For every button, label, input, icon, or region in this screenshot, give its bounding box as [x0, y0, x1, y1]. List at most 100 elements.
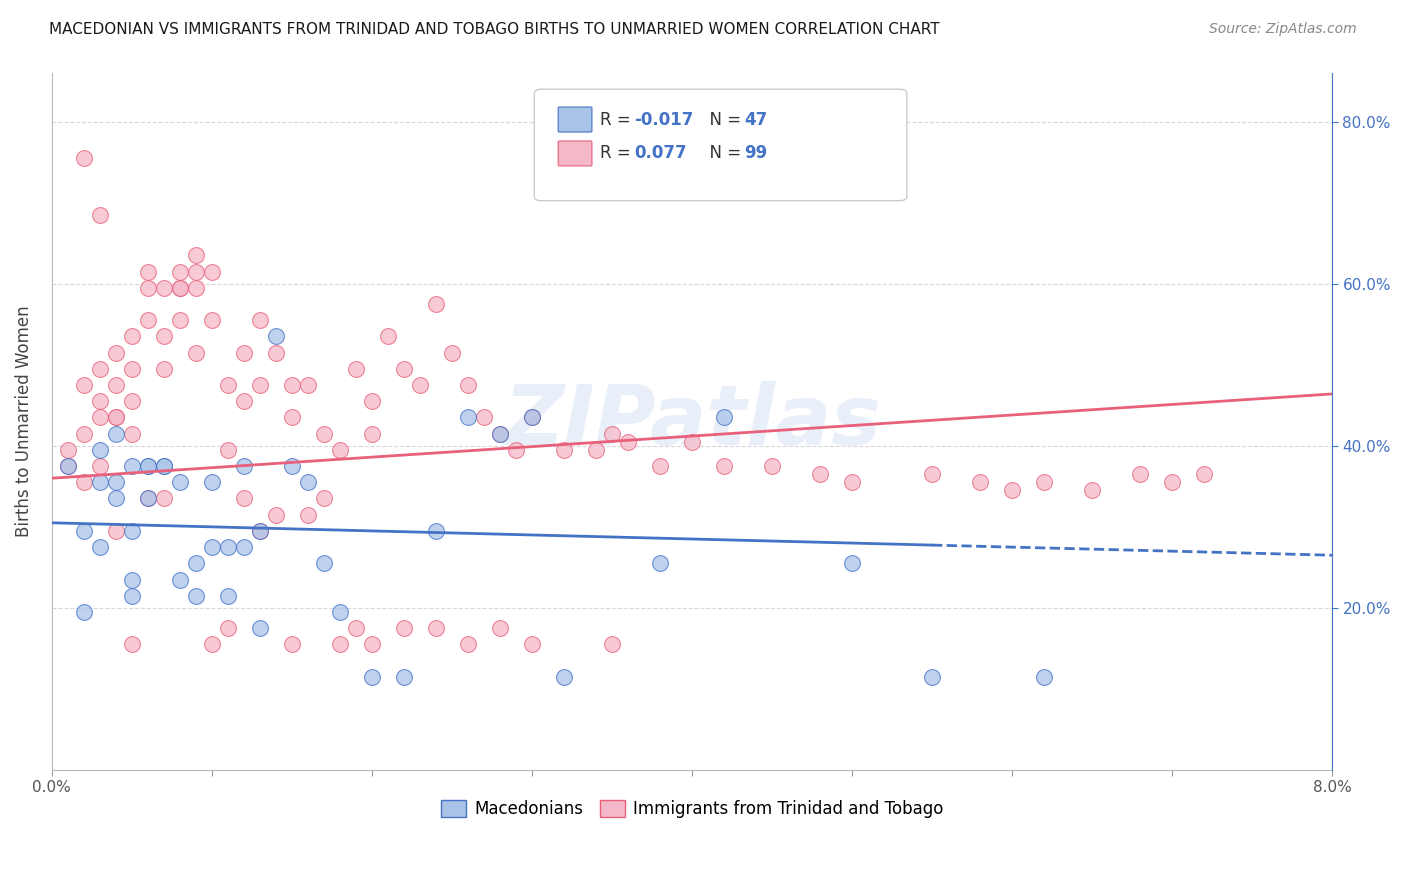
Point	[56, 458, 79, 473]
Point	[184, 345, 207, 359]
Point	[184, 248, 207, 262]
Point	[232, 458, 254, 473]
Point	[184, 589, 207, 603]
Point	[232, 394, 254, 409]
Point	[281, 378, 304, 392]
Point	[1081, 483, 1104, 498]
Point	[89, 540, 111, 554]
Point	[808, 467, 831, 482]
Point	[425, 297, 447, 311]
Point	[297, 378, 319, 392]
Point	[281, 637, 304, 651]
Point	[73, 426, 96, 441]
Point	[136, 491, 159, 506]
Point	[249, 313, 271, 327]
Point	[104, 491, 127, 506]
Point	[169, 281, 191, 295]
Point	[73, 151, 96, 165]
Point	[89, 361, 111, 376]
Point	[520, 637, 543, 651]
Point	[121, 589, 143, 603]
Point	[121, 361, 143, 376]
Point	[617, 434, 640, 449]
Text: 47: 47	[744, 112, 768, 129]
Point	[104, 410, 127, 425]
Point	[104, 378, 127, 392]
Point	[713, 410, 735, 425]
Point	[841, 557, 863, 571]
Point	[217, 378, 239, 392]
Point	[152, 458, 174, 473]
Text: R =: R =	[600, 112, 637, 129]
Point	[489, 426, 512, 441]
Point	[648, 458, 671, 473]
Point	[425, 524, 447, 538]
Point	[104, 524, 127, 538]
Point	[121, 524, 143, 538]
Point	[344, 361, 367, 376]
Point	[457, 378, 479, 392]
Point	[520, 410, 543, 425]
Point	[169, 264, 191, 278]
Point	[1161, 475, 1184, 490]
Point	[1129, 467, 1152, 482]
Y-axis label: Births to Unmarried Women: Births to Unmarried Women	[15, 306, 32, 537]
Point	[440, 345, 463, 359]
Point	[1033, 670, 1056, 684]
Point	[392, 621, 415, 635]
Point	[121, 573, 143, 587]
Point	[121, 458, 143, 473]
Point	[217, 589, 239, 603]
Point	[217, 540, 239, 554]
Point	[681, 434, 703, 449]
Point	[1001, 483, 1024, 498]
Point	[297, 475, 319, 490]
Point	[136, 491, 159, 506]
Point	[921, 467, 943, 482]
Point	[201, 637, 224, 651]
Point	[553, 442, 575, 457]
Point	[184, 264, 207, 278]
Point	[553, 670, 575, 684]
Point	[281, 410, 304, 425]
Point	[409, 378, 432, 392]
Point	[56, 458, 79, 473]
Text: ZIPatlas: ZIPatlas	[503, 381, 880, 462]
Point	[249, 524, 271, 538]
Point	[104, 475, 127, 490]
Point	[136, 281, 159, 295]
Point	[489, 621, 512, 635]
Point	[73, 378, 96, 392]
Point	[184, 557, 207, 571]
Point	[121, 426, 143, 441]
Point	[329, 605, 352, 619]
Point	[249, 524, 271, 538]
Text: -0.017: -0.017	[634, 112, 693, 129]
Point	[232, 491, 254, 506]
Point	[232, 540, 254, 554]
Point	[89, 208, 111, 222]
Point	[121, 329, 143, 343]
Point	[264, 329, 287, 343]
Point	[89, 475, 111, 490]
Point	[184, 281, 207, 295]
Point	[201, 475, 224, 490]
Point	[425, 621, 447, 635]
Point	[329, 637, 352, 651]
Point	[249, 378, 271, 392]
Point	[169, 313, 191, 327]
Point	[73, 605, 96, 619]
Text: R =: R =	[600, 145, 637, 162]
Point	[136, 458, 159, 473]
Point	[217, 621, 239, 635]
Point	[152, 329, 174, 343]
Point	[73, 524, 96, 538]
Point	[360, 637, 382, 651]
Point	[489, 426, 512, 441]
Point	[600, 637, 623, 651]
Point	[360, 394, 382, 409]
Point	[312, 491, 335, 506]
Point	[201, 264, 224, 278]
Point	[312, 426, 335, 441]
Point	[1033, 475, 1056, 490]
